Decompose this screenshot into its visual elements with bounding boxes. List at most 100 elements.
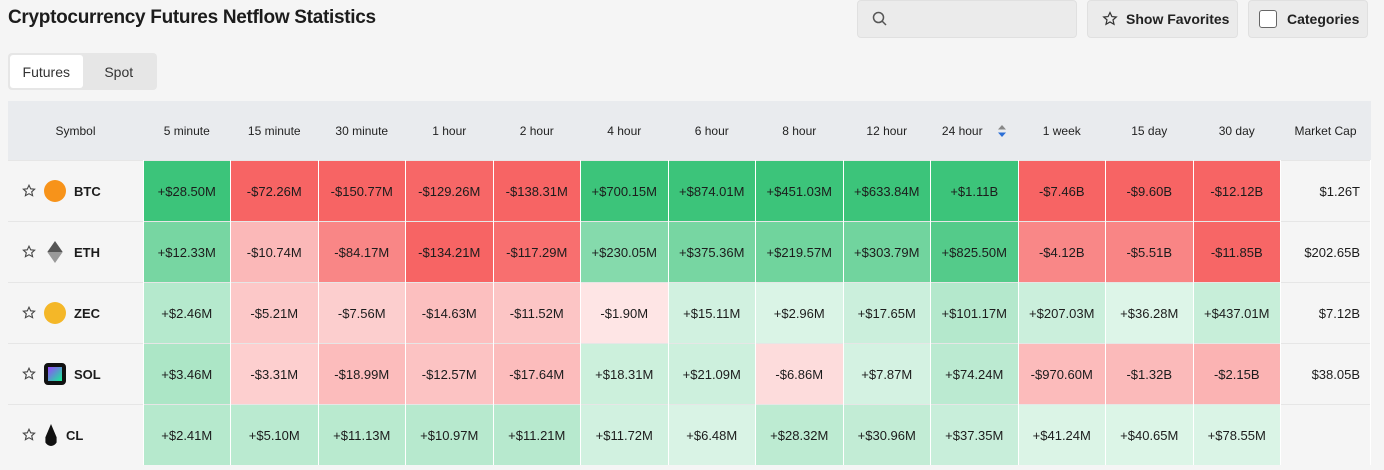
symbol-label: SOL <box>74 366 101 382</box>
netflow-cell: +$74.24M <box>930 343 1019 405</box>
netflow-cell: -$12.12B <box>1193 160 1281 222</box>
column-header: Market Cap <box>1280 101 1371 161</box>
netflow-cell: -$138.31M <box>493 160 581 222</box>
netflow-cell: -$84.17M <box>318 221 406 283</box>
search-input[interactable] <box>857 0 1077 38</box>
favorite-star[interactable] <box>22 184 36 198</box>
netflow-cell: -$5.51B <box>1105 221 1194 283</box>
netflow-cell: +$12.33M <box>143 221 231 283</box>
market-cap-cell: $1.26T <box>1280 160 1371 222</box>
netflow-cell: +$375.36M <box>668 221 756 283</box>
favorite-star[interactable] <box>22 367 36 381</box>
netflow-cell: -$4.12B <box>1018 221 1106 283</box>
categories-label: Categories <box>1287 11 1360 27</box>
netflow-cell: +$2.46M <box>143 282 231 344</box>
column-header: 12 hour <box>843 101 931 161</box>
page-title: Cryptocurrency Futures Netflow Statistic… <box>8 7 376 28</box>
column-header: 8 hour <box>755 101 843 161</box>
column-header: 1 hour <box>405 101 493 161</box>
categories-button[interactable]: Categories <box>1248 0 1368 38</box>
netflow-cell: -$14.63M <box>405 282 494 344</box>
netflow-cell: +$10.97M <box>405 404 494 465</box>
netflow-cell: +$825.50M <box>930 221 1019 283</box>
netflow-cell: +$633.84M <box>843 160 931 222</box>
netflow-cell: +$2.41M <box>143 404 231 465</box>
netflow-cell: +$41.24M <box>1018 404 1106 465</box>
table-row: CL +$2.41M +$5.10M +$11.13M +$10.97M +$11.21M… <box>8 404 1371 465</box>
symbol-cell: ETH <box>8 221 144 283</box>
netflow-cell: +$101.17M <box>930 282 1019 344</box>
symbol: BTC <box>8 180 143 202</box>
symbol-label: CL <box>66 427 84 443</box>
favorite-star[interactable] <box>22 428 36 442</box>
netflow-cell: -$7.56M <box>318 282 406 344</box>
netflow-cell: +$40.65M <box>1105 404 1194 465</box>
netflow-cell: -$18.99M <box>318 343 406 405</box>
checkbox <box>1259 10 1277 28</box>
netflow-cell: +$3.46M <box>143 343 231 405</box>
netflow-cell: +$7.87M <box>843 343 931 405</box>
favorite-star[interactable] <box>22 306 36 320</box>
header-row: Symbol 5 minute 15 minute 30 minute 1 hour 2 … <box>8 101 1371 161</box>
coin-icon <box>47 241 63 263</box>
market-cap-cell: $7.12B <box>1280 282 1371 344</box>
netflow-cell: +$18.31M <box>580 343 669 405</box>
netflow-cell: +$6.48M <box>668 404 756 465</box>
netflow-cell: +$700.15M <box>580 160 669 222</box>
favorites-label: Show Favorites <box>1126 11 1230 27</box>
netflow-cell: -$10.74M <box>230 221 319 283</box>
column-header[interactable]: 24 hour <box>930 101 1018 161</box>
netflow-cell: -$12.57M <box>405 343 494 405</box>
symbol: ETH <box>8 241 143 263</box>
sort-icon[interactable] <box>997 125 1007 138</box>
tab[interactable]: Futures <box>10 55 83 88</box>
column-header: Symbol <box>8 101 143 161</box>
column-header: 5 minute <box>143 101 231 161</box>
column-header: 1 week <box>1018 101 1106 161</box>
netflow-cell: +$36.28M <box>1105 282 1194 344</box>
market-cap-cell <box>1280 404 1371 465</box>
netflow-cell: -$9.60B <box>1105 160 1194 222</box>
symbol-label: BTC <box>74 183 101 199</box>
netflow-cell: -$5.21M <box>230 282 319 344</box>
netflow-cell: +$219.57M <box>755 221 844 283</box>
column-header: 6 hour <box>668 101 756 161</box>
favorites-button[interactable]: Show Favorites <box>1087 0 1238 38</box>
coin-icon <box>44 302 66 324</box>
column-header: 2 hour <box>493 101 581 161</box>
netflow-cell: -$11.52M <box>493 282 581 344</box>
netflow-cell: +$5.10M <box>230 404 319 465</box>
netflow-cell: +$2.96M <box>755 282 844 344</box>
netflow-cell: +$28.50M <box>143 160 231 222</box>
netflow-cell: -$129.26M <box>405 160 494 222</box>
netflow-cell: +$303.79M <box>843 221 931 283</box>
netflow-cell: -$150.77M <box>318 160 406 222</box>
coin-icon <box>44 363 66 385</box>
netflow-cell: -$2.15B <box>1193 343 1281 405</box>
table-row: BTC +$28.50M -$72.26M -$150.77M -$129.26M -$1… <box>8 160 1371 222</box>
netflow-cell: +$30.96M <box>843 404 931 465</box>
netflow-cell: -$17.64M <box>493 343 581 405</box>
netflow-cell: +$37.35M <box>930 404 1019 465</box>
netflow-cell: -$3.31M <box>230 343 319 405</box>
netflow-cell: -$134.21M <box>405 221 494 283</box>
netflow-cell: +$207.03M <box>1018 282 1106 344</box>
netflow-cell: -$1.32B <box>1105 343 1194 405</box>
market-cap-cell: $202.65B <box>1280 221 1371 283</box>
netflow-cell: +$21.09M <box>668 343 756 405</box>
symbol-cell: BTC <box>8 160 144 222</box>
netflow-table: Symbol 5 minute 15 minute 30 minute 1 hour 2 … <box>8 101 1371 465</box>
netflow-cell: +$28.32M <box>755 404 844 465</box>
column-header: 30 day <box>1193 101 1281 161</box>
netflow-cell: +$874.01M <box>668 160 756 222</box>
netflow-cell: -$970.60M <box>1018 343 1106 405</box>
netflow-cell: +$451.03M <box>755 160 844 222</box>
favorite-star[interactable] <box>22 245 36 259</box>
netflow-cell: -$6.86M <box>755 343 844 405</box>
tab[interactable]: Spot <box>104 63 134 80</box>
netflow-cell: -$1.90M <box>580 282 669 344</box>
column-header: 4 hour <box>580 101 668 161</box>
netflow-cell: +$437.01M <box>1193 282 1281 344</box>
